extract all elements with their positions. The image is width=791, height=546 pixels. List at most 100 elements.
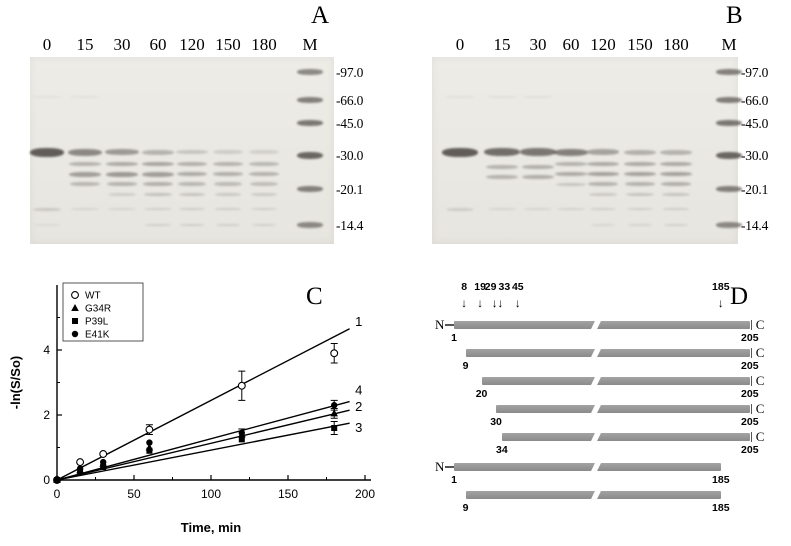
mw-marker-label: -14.4 [336,218,364,233]
line-label-3: 3 [355,420,362,435]
c-terminus-label: C [755,373,765,388]
gel-band [142,149,174,155]
panel-d-label: D [730,283,749,310]
gel-band [662,192,690,196]
cleavage-arrow-icon: ↓ [514,296,521,310]
gel-band [177,162,207,166]
mw-marker-label: -20.1 [336,182,364,197]
construct-bar [454,321,750,329]
mw-marker-label: -66.0 [336,93,364,108]
panel-b-gel-image [432,57,742,244]
c-terminus-tick [750,432,753,442]
gel-band [660,149,692,155]
cleavage-site-number: 29 [484,281,497,293]
c-terminus-label: C [755,317,765,332]
gel-band [142,162,174,166]
gel-band [249,162,279,166]
mw-marker-label: -30.0 [336,148,364,163]
gel-band [144,192,172,196]
panel-a-gel-image [30,57,334,244]
gel-band [68,148,102,156]
construct-end-label: 205 [741,416,759,428]
cleavage-arrow-icon: ↓ [477,296,484,310]
gel-band [180,224,204,226]
panel-a-mw-markers: -97.0 -66.0 -45.0 -30.0 -20.1 -14.4 [336,0,384,250]
gel-band [70,96,100,98]
mw-marker-label: -30.0 [741,148,769,163]
construct-bar [454,463,721,471]
gel-band [71,208,99,210]
gel-band [624,162,656,166]
gel-band [297,69,323,75]
gel-band [215,192,241,196]
x-axis-title: Time, min [181,520,242,535]
gel-band [591,224,615,226]
c-terminus-tick [750,320,753,330]
c-terminus-label: C [755,429,765,444]
panel-a-label: A [311,2,330,29]
gel-band [297,186,323,192]
x-tick-label: 0 [54,487,61,501]
gel-band [589,192,617,196]
gel-band [30,147,64,157]
lane-label: 0 [455,35,465,54]
construct-end-label: 205 [741,388,759,400]
gel-band [145,224,171,226]
gel-band [555,172,587,176]
panel-a-lane-labels: 0 15 30 60 120 150 180 M [30,35,334,57]
gel-band [522,175,554,179]
gel-band [484,148,520,156]
mw-marker-label: -45.0 [741,116,769,131]
c-terminus-label: C [755,345,765,360]
mw-marker-label: -20.1 [741,182,769,197]
gel-band [587,149,619,155]
gel-band [487,96,517,98]
legend-label-G34R: G34R [85,304,111,315]
gel-band [716,120,742,126]
n-terminus-label: N [435,317,445,332]
n-terminus-label: N [435,459,445,474]
gel-band [554,148,588,156]
gel-band [107,182,137,186]
gel-band [297,151,323,159]
gel-band [105,149,139,155]
gel-band [297,222,323,228]
gel-band [69,162,101,166]
gel-band [442,147,478,157]
x-tick-label: 100 [201,487,221,501]
gel-band [69,171,101,177]
c-terminus-tick [750,348,753,358]
lane-label: 120 [179,35,205,54]
gel-band [213,172,243,176]
c-terminus-tick [750,376,753,386]
gel-band [108,208,136,210]
cleavage-arrow-icon: ↓ [497,296,504,310]
gel-band [297,97,323,103]
gel-band [213,162,243,166]
gel-band [297,120,323,126]
gel-band [660,162,692,166]
construct-bar [465,349,750,357]
mw-marker-label: -97.0 [336,65,364,80]
gel-band [488,208,516,210]
cleavage-arrow-icon: ↓ [491,296,498,310]
lane-label: 180 [663,35,689,54]
cleavage-site-number: 19 [474,281,486,293]
gel-band [249,150,279,154]
legend-label-WT: WT [85,291,101,302]
gel-band [557,208,585,210]
cleavage-arrow-icon: ↓ [461,296,468,310]
gel-band [524,208,552,210]
gel-band [716,97,742,103]
gel-band [251,192,277,196]
y-tick-label: 4 [43,343,50,357]
gel-band [588,182,618,186]
gel-band [179,208,205,210]
gel-band [486,165,518,169]
x-tick-label: 150 [278,487,298,501]
gel-band [142,171,174,177]
gel-band [177,172,207,176]
line-label-2: 2 [355,399,362,414]
